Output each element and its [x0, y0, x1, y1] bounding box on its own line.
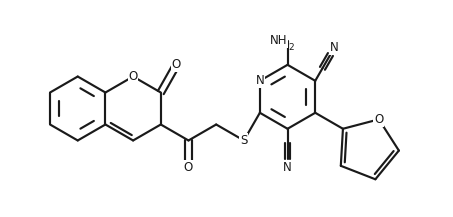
Text: NH: NH — [270, 34, 288, 47]
Text: S: S — [240, 134, 247, 147]
Text: O: O — [374, 113, 383, 126]
Text: N: N — [255, 74, 264, 87]
Text: N: N — [330, 41, 339, 54]
Text: O: O — [172, 58, 181, 71]
Text: O: O — [129, 70, 138, 83]
Text: O: O — [184, 161, 193, 174]
Text: 2: 2 — [289, 43, 294, 52]
Text: N: N — [283, 161, 292, 174]
